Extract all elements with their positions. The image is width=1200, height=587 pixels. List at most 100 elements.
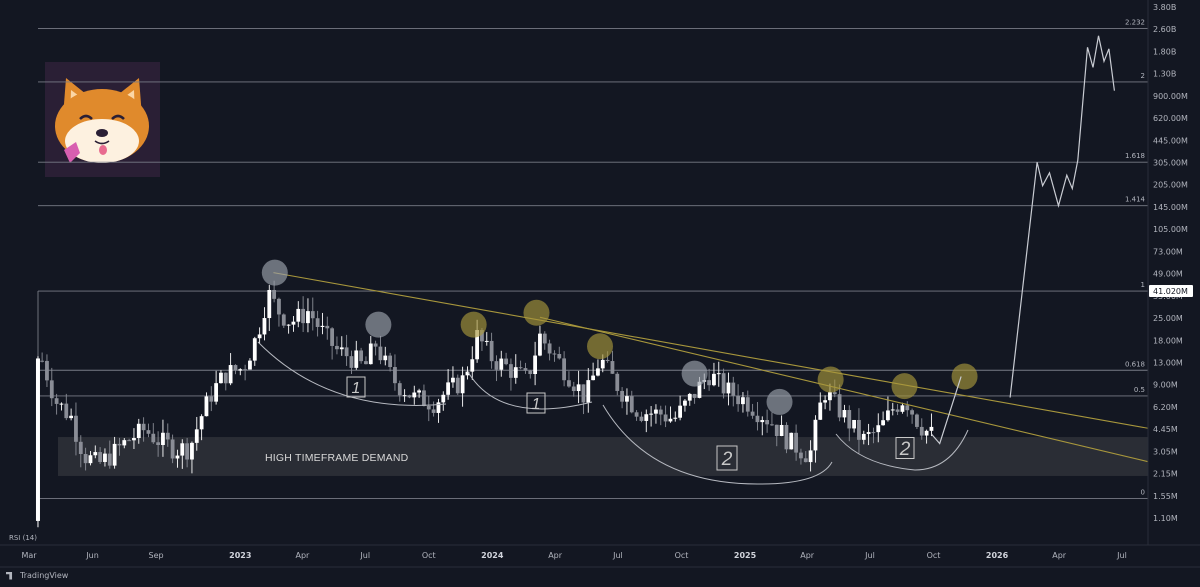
candle-body bbox=[890, 409, 895, 411]
candle-body bbox=[900, 405, 905, 412]
candle-body bbox=[378, 346, 383, 361]
brand-name: TradingView bbox=[20, 571, 69, 580]
candle-body bbox=[219, 372, 223, 384]
candle-body bbox=[460, 375, 465, 394]
fib-level-label: 2 bbox=[1141, 72, 1145, 80]
candle-body bbox=[489, 340, 494, 362]
pivot-highlight-circle bbox=[766, 388, 793, 415]
candle-body bbox=[745, 397, 750, 412]
time-tick-label: Apr bbox=[548, 551, 563, 560]
wave-count-label: 1 bbox=[352, 380, 361, 397]
wave-count-box bbox=[895, 437, 915, 459]
price-tick-label: 3.05M bbox=[1153, 447, 1178, 456]
candle-body bbox=[765, 420, 770, 425]
base-curve bbox=[467, 371, 593, 410]
pivot-highlight-circle bbox=[365, 311, 392, 338]
base-curve bbox=[602, 404, 833, 485]
candle-body bbox=[98, 452, 103, 462]
candle-body bbox=[422, 390, 426, 407]
candle-body bbox=[533, 355, 538, 375]
candle-body bbox=[286, 324, 291, 326]
candle-body bbox=[832, 392, 837, 395]
fib-level-label: 2.232 bbox=[1125, 18, 1145, 26]
candle-body bbox=[199, 416, 204, 430]
candle-body bbox=[528, 370, 533, 375]
wave-count-box bbox=[716, 445, 738, 471]
candle-body bbox=[678, 405, 683, 418]
candle-body bbox=[895, 409, 900, 412]
candle-body bbox=[567, 380, 571, 387]
pivot-highlight-circle bbox=[587, 333, 614, 360]
candle-body bbox=[243, 369, 248, 371]
candle-body bbox=[436, 402, 441, 413]
candle-body bbox=[281, 314, 286, 326]
price-tick-label: 2.15M bbox=[1153, 470, 1178, 479]
candle-body bbox=[929, 426, 934, 431]
trendlines bbox=[273, 272, 1149, 463]
candle-body bbox=[731, 382, 736, 396]
time-tick-label: Jul bbox=[612, 551, 623, 560]
time-tick-label: Apr bbox=[800, 551, 815, 560]
candle-body bbox=[248, 360, 252, 370]
candle-body bbox=[625, 396, 629, 402]
candle-body bbox=[571, 386, 576, 392]
candle-body bbox=[107, 453, 112, 466]
price-tick-label: 6.20M bbox=[1153, 403, 1178, 412]
candle-body bbox=[132, 438, 136, 441]
price-axis[interactable]: 3.80B 2.60B 1.80B 1.30B 900.00M 620.00M 445.00… bbox=[1149, 3, 1193, 523]
price-tick-label: 25.00M bbox=[1153, 314, 1183, 323]
candle-body bbox=[272, 289, 277, 299]
candle-body bbox=[736, 395, 741, 405]
candle-body bbox=[78, 441, 83, 455]
fib-level-label: 1.618 bbox=[1125, 152, 1145, 160]
candle-body bbox=[857, 419, 861, 440]
candle-body bbox=[330, 328, 335, 346]
candle-body bbox=[257, 334, 262, 339]
candle-body bbox=[180, 443, 185, 456]
fib-level-label: 1 bbox=[1141, 281, 1145, 289]
candle-body bbox=[359, 350, 364, 362]
tradingview-brand[interactable]: TradingView bbox=[6, 571, 68, 580]
projected-price-path bbox=[1009, 35, 1115, 398]
candle-body bbox=[170, 439, 175, 459]
candle-body bbox=[402, 395, 407, 397]
candle-body bbox=[828, 392, 832, 401]
candle-body bbox=[803, 458, 808, 463]
candle-body bbox=[866, 432, 871, 434]
candle-body bbox=[88, 455, 93, 464]
candle-body bbox=[233, 365, 238, 371]
price-tick-label: 4.45M bbox=[1153, 425, 1178, 434]
current-price-badge bbox=[1149, 285, 1193, 298]
pivot-highlight-circle bbox=[261, 259, 288, 286]
candle-body bbox=[673, 417, 678, 419]
time-tick-label: Jun bbox=[85, 551, 99, 560]
wave-count-box bbox=[346, 376, 366, 398]
price-tick-label: 1.30B bbox=[1153, 70, 1176, 79]
price-tick-label: 3.80B bbox=[1153, 3, 1176, 12]
candle-body bbox=[915, 414, 919, 427]
time-tick-label: Jul bbox=[1116, 551, 1127, 560]
time-tick-label: Sep bbox=[149, 551, 164, 560]
rsi-indicator-label[interactable]: RSI (14) bbox=[9, 534, 37, 542]
pivot-highlight-circle bbox=[523, 299, 550, 326]
candle-body bbox=[320, 325, 325, 327]
candle-body bbox=[407, 395, 412, 398]
candle-body bbox=[165, 432, 170, 440]
candle-body bbox=[310, 311, 315, 319]
candle-body bbox=[837, 394, 842, 418]
candle-body bbox=[581, 384, 586, 403]
candle-body bbox=[325, 325, 330, 329]
candle-body bbox=[910, 410, 914, 415]
candle-body bbox=[823, 400, 828, 403]
candle-body bbox=[35, 358, 40, 521]
time-axis[interactable]: Mar Jun Sep 2023 Apr Jul Oct 2024 Apr Jul Oct 2025 A… bbox=[21, 551, 1126, 560]
candle-body bbox=[760, 420, 765, 423]
candle-body bbox=[779, 424, 784, 437]
candle-body bbox=[750, 411, 755, 416]
candle-body bbox=[552, 353, 557, 355]
projection-path bbox=[930, 35, 1115, 445]
candle-body bbox=[480, 330, 484, 342]
candle-body bbox=[306, 311, 310, 324]
candle-body bbox=[726, 382, 731, 394]
